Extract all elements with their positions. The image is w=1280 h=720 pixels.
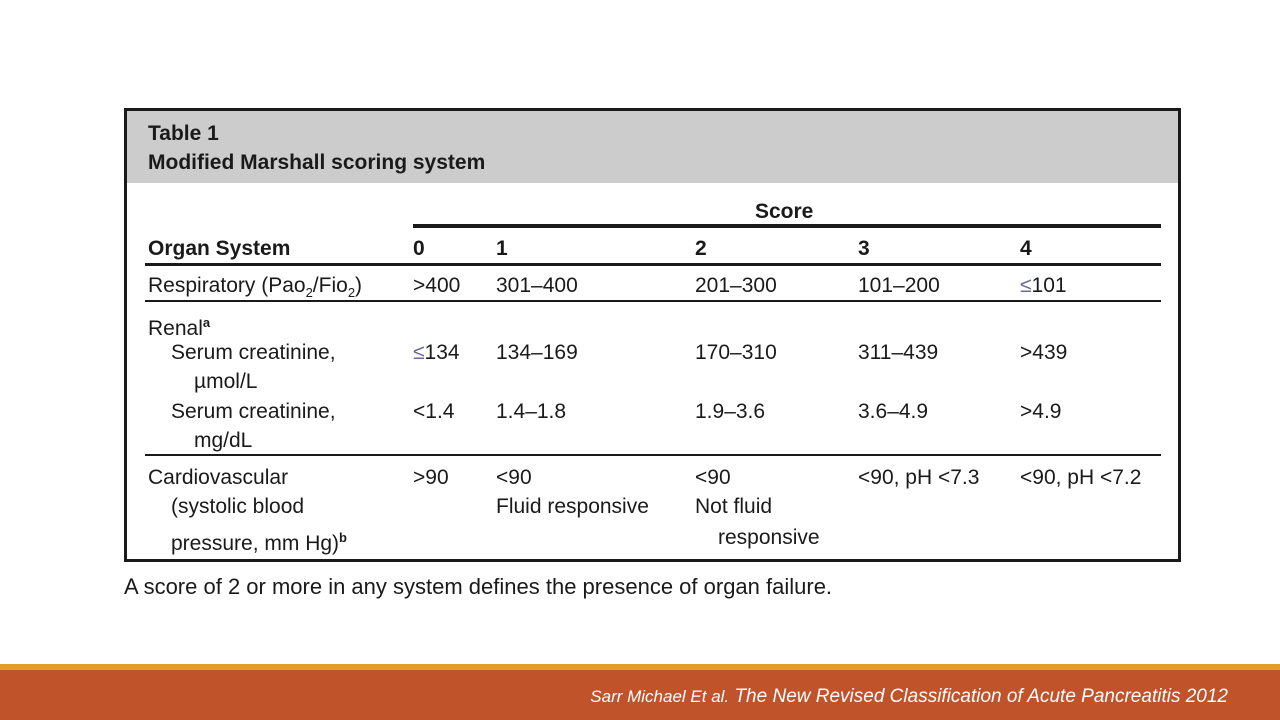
table-header: Table 1 Modified Marshall scoring system [127, 111, 1178, 183]
cardio-label-line2: (systolic blood [171, 495, 305, 518]
creatinine-umol-score-3: 311–439 [858, 341, 939, 364]
renal-rule [145, 454, 1161, 456]
creatinine-mgdl-score-2: 1.9–3.6 [695, 400, 766, 423]
header-rule [145, 263, 1161, 266]
score-col-2: 2 [695, 237, 707, 260]
renal-label: Renala [148, 315, 211, 340]
cardio-score-2-note: Not fluid [695, 495, 773, 518]
creatinine-mgdl-score-0: <1.4 [413, 400, 455, 423]
creatinine-mgdl-label: Serum creatinine, [171, 400, 336, 423]
cardio-label-line3: pressure, mm Hg)b [171, 530, 347, 555]
respiratory-label: Respiratory (Pao2/Fio2) [148, 274, 363, 301]
respiratory-score-2: 201–300 [695, 274, 777, 297]
score-col-3: 3 [858, 237, 870, 260]
footer-accent-bar [0, 664, 1280, 670]
respiratory-score-4: ≤101 [1020, 274, 1067, 297]
marshall-table: Table 1 Modified Marshall scoring system… [124, 108, 1181, 562]
cardio-score-2: <90 [695, 466, 731, 489]
organ-system-header: Organ System [148, 237, 291, 260]
respiratory-score-3: 101–200 [858, 274, 940, 297]
citation: Sarr Michael Et al. The New Revised Clas… [590, 686, 1228, 708]
respiratory-rule [145, 300, 1161, 302]
cardio-score-1: <90 [496, 466, 532, 489]
creatinine-umol-unit: µmol/L [194, 370, 258, 393]
creatinine-mgdl-score-4: >4.9 [1020, 400, 1062, 423]
score-col-1: 1 [496, 237, 508, 260]
table-label: Table 1 [148, 122, 219, 145]
creatinine-umol-score-4: >439 [1020, 341, 1068, 364]
score-rule [413, 224, 1161, 228]
cardio-score-4: <90, pH <7.2 [1020, 466, 1142, 489]
creatinine-mgdl-score-3: 3.6–4.9 [858, 400, 929, 423]
creatinine-umol-score-0: ≤134 [413, 341, 460, 364]
score-header: Score [755, 200, 814, 223]
cardio-label: Cardiovascular [148, 466, 289, 489]
cardio-score-0: >90 [413, 466, 449, 489]
creatinine-mgdl-unit: mg/dL [194, 429, 253, 452]
citation-title: The New Revised Classification of Acute … [729, 686, 1228, 707]
cardio-score-2-note-line2: responsive [718, 526, 820, 549]
score-col-0: 0 [413, 237, 425, 260]
cardio-score-1-note: Fluid responsive [496, 495, 649, 518]
creatinine-umol-score-2: 170–310 [695, 341, 777, 364]
citation-author: Sarr Michael Et al. [590, 687, 730, 706]
creatinine-mgdl-score-1: 1.4–1.8 [496, 400, 567, 423]
respiratory-score-1: 301–400 [496, 274, 578, 297]
creatinine-umol-score-1: 134–169 [496, 341, 578, 364]
table-title: Modified Marshall scoring system [148, 151, 486, 174]
creatinine-umol-label: Serum creatinine, [171, 341, 336, 364]
score-col-4: 4 [1020, 237, 1032, 260]
footer-bar [0, 670, 1280, 720]
cardio-score-3: <90, pH <7.3 [858, 466, 980, 489]
table-footnote: A score of 2 or more in any system defin… [124, 574, 833, 599]
respiratory-score-0: >400 [413, 274, 461, 297]
